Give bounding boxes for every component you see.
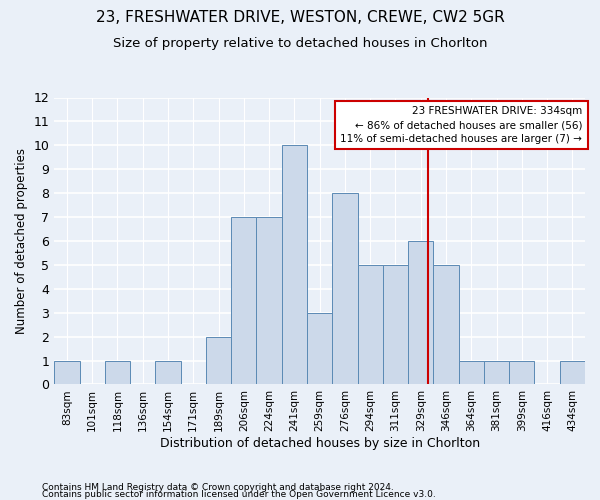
Text: Size of property relative to detached houses in Chorlton: Size of property relative to detached ho… <box>113 38 487 51</box>
Bar <box>458 360 484 384</box>
Bar <box>282 146 307 384</box>
Bar <box>358 265 383 384</box>
Bar <box>105 360 130 384</box>
Text: Contains HM Land Registry data © Crown copyright and database right 2024.: Contains HM Land Registry data © Crown c… <box>42 484 394 492</box>
Bar <box>256 217 282 384</box>
Bar <box>206 336 231 384</box>
X-axis label: Distribution of detached houses by size in Chorlton: Distribution of detached houses by size … <box>160 437 480 450</box>
Bar <box>560 360 585 384</box>
Bar <box>383 265 408 384</box>
Bar <box>54 360 80 384</box>
Text: Contains public sector information licensed under the Open Government Licence v3: Contains public sector information licen… <box>42 490 436 499</box>
Bar <box>231 217 256 384</box>
Bar <box>408 241 433 384</box>
Bar <box>155 360 181 384</box>
Bar <box>484 360 509 384</box>
Bar <box>509 360 535 384</box>
Bar <box>433 265 458 384</box>
Y-axis label: Number of detached properties: Number of detached properties <box>15 148 28 334</box>
Text: 23, FRESHWATER DRIVE, WESTON, CREWE, CW2 5GR: 23, FRESHWATER DRIVE, WESTON, CREWE, CW2… <box>95 10 505 25</box>
Text: 23 FRESHWATER DRIVE: 334sqm
← 86% of detached houses are smaller (56)
11% of sem: 23 FRESHWATER DRIVE: 334sqm ← 86% of det… <box>340 106 583 144</box>
Bar <box>332 193 358 384</box>
Bar <box>307 312 332 384</box>
